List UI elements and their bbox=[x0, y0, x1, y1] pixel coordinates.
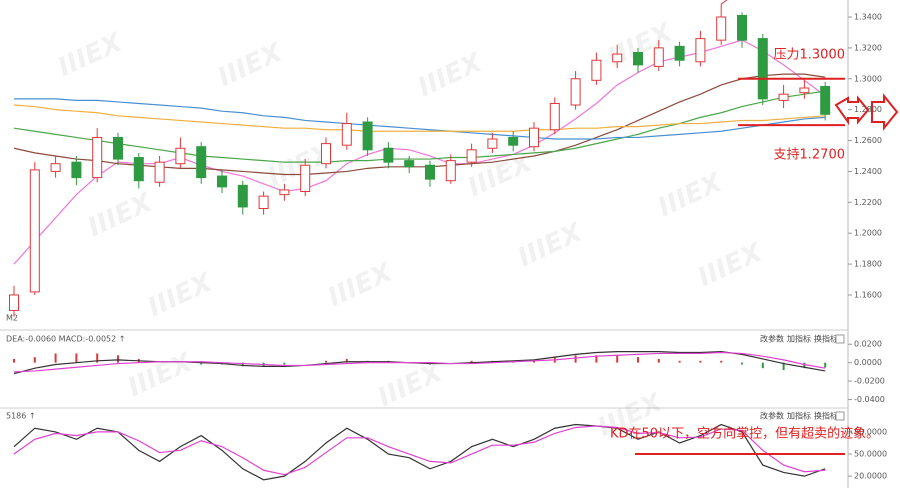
high-label: 1.3483 bbox=[731, 0, 759, 2]
y-tick-label: 1.3400 bbox=[854, 12, 882, 21]
indicator-button[interactable]: 换指标 bbox=[814, 334, 838, 344]
y-tick-label: -0.0200 bbox=[854, 377, 885, 386]
candle-body bbox=[258, 195, 269, 209]
indicator-button[interactable]: 改参数 bbox=[760, 334, 784, 344]
y-tick-label: 1.2000 bbox=[854, 229, 882, 238]
candle-body bbox=[175, 147, 186, 165]
candle-body bbox=[529, 127, 539, 148]
y-tick-label: 1.2800 bbox=[854, 105, 882, 114]
indicator-button[interactable]: 改参数 bbox=[760, 411, 784, 421]
indicator-header: 5186 ↑ bbox=[6, 412, 36, 421]
candle-body bbox=[695, 38, 706, 63]
indicator-button[interactable]: 换指标 bbox=[814, 411, 838, 421]
candle-body bbox=[716, 16, 727, 41]
indicator-line bbox=[13, 39, 826, 265]
candle-body bbox=[466, 149, 477, 163]
y-tick-label: 1.2600 bbox=[854, 136, 882, 145]
candle-body bbox=[362, 121, 373, 151]
candle-body bbox=[133, 157, 144, 182]
candle-body bbox=[653, 47, 664, 67]
candle-body bbox=[217, 175, 227, 188]
candle-body bbox=[71, 161, 82, 179]
y-tick-label: 20.0000 bbox=[854, 472, 887, 481]
reference-label: 支持1.2700 bbox=[774, 148, 846, 163]
candle-body bbox=[591, 59, 602, 81]
candle-body bbox=[321, 143, 331, 165]
candle-body bbox=[425, 164, 435, 180]
indicator-button[interactable]: 加指标 bbox=[787, 411, 811, 421]
candle-body bbox=[279, 189, 290, 196]
candle-body bbox=[196, 146, 207, 179]
candle-body bbox=[113, 136, 123, 160]
candle-body bbox=[300, 164, 311, 193]
candle-body bbox=[570, 78, 581, 106]
candle-body bbox=[445, 160, 456, 182]
indicator-button[interactable]: 加指标 bbox=[787, 334, 811, 344]
arrow-right bbox=[871, 93, 899, 131]
candle-body bbox=[383, 147, 394, 163]
candle-body bbox=[549, 102, 560, 131]
candle-body bbox=[487, 138, 498, 149]
close-button[interactable] bbox=[835, 411, 845, 421]
candle-body bbox=[50, 163, 61, 172]
candle-body bbox=[612, 53, 623, 63]
candle-body bbox=[9, 294, 19, 311]
candle-body bbox=[737, 14, 747, 41]
candle-body bbox=[757, 38, 768, 100]
y-tick-label: 0.0000 bbox=[854, 358, 882, 367]
reference-label: 压力1.3000 bbox=[774, 47, 846, 62]
candle-body bbox=[92, 136, 103, 179]
candle-body bbox=[29, 169, 40, 293]
indicator-line bbox=[13, 73, 826, 176]
indicator-line bbox=[14, 98, 826, 140]
candle-body bbox=[633, 52, 643, 66]
indicator-line bbox=[13, 423, 826, 481]
kd-annotation: KD在50以下，空方向掌控，但有超卖的迹象。 bbox=[610, 426, 879, 442]
candle-body bbox=[237, 184, 248, 208]
candle-body bbox=[404, 160, 415, 168]
indicator-line bbox=[13, 425, 826, 476]
candle-body bbox=[341, 123, 352, 146]
candle-body bbox=[778, 93, 789, 101]
indicator-line bbox=[13, 351, 826, 373]
high-pointer bbox=[720, 0, 728, 5]
y-tick-label: 1.3200 bbox=[854, 43, 882, 52]
candle-body bbox=[154, 161, 165, 183]
y-tick-label: 1.3000 bbox=[854, 74, 882, 83]
y-tick-label: 1.1600 bbox=[854, 290, 882, 299]
indicator-line bbox=[13, 104, 826, 132]
y-tick-label: -0.0400 bbox=[854, 395, 885, 404]
y-tick-label: 1.2400 bbox=[854, 167, 882, 176]
y-tick-label: 1.1800 bbox=[854, 260, 882, 269]
y-tick-label: 50.0000 bbox=[854, 450, 887, 459]
y-tick-label: 80.0000 bbox=[854, 427, 887, 436]
y-tick-label: 0.0200 bbox=[854, 340, 882, 349]
corner-label: M2 bbox=[6, 314, 18, 323]
candle-body bbox=[674, 45, 685, 61]
candle-body bbox=[508, 136, 519, 146]
y-tick-label: 1.2200 bbox=[854, 198, 882, 207]
indicator-header: DEA:-0.0060 MACD:-0.0052 ↑ bbox=[6, 335, 125, 344]
candle-body bbox=[820, 85, 831, 115]
candle-body bbox=[799, 87, 810, 94]
indicator-line bbox=[13, 90, 826, 163]
close-button[interactable] bbox=[835, 334, 845, 344]
